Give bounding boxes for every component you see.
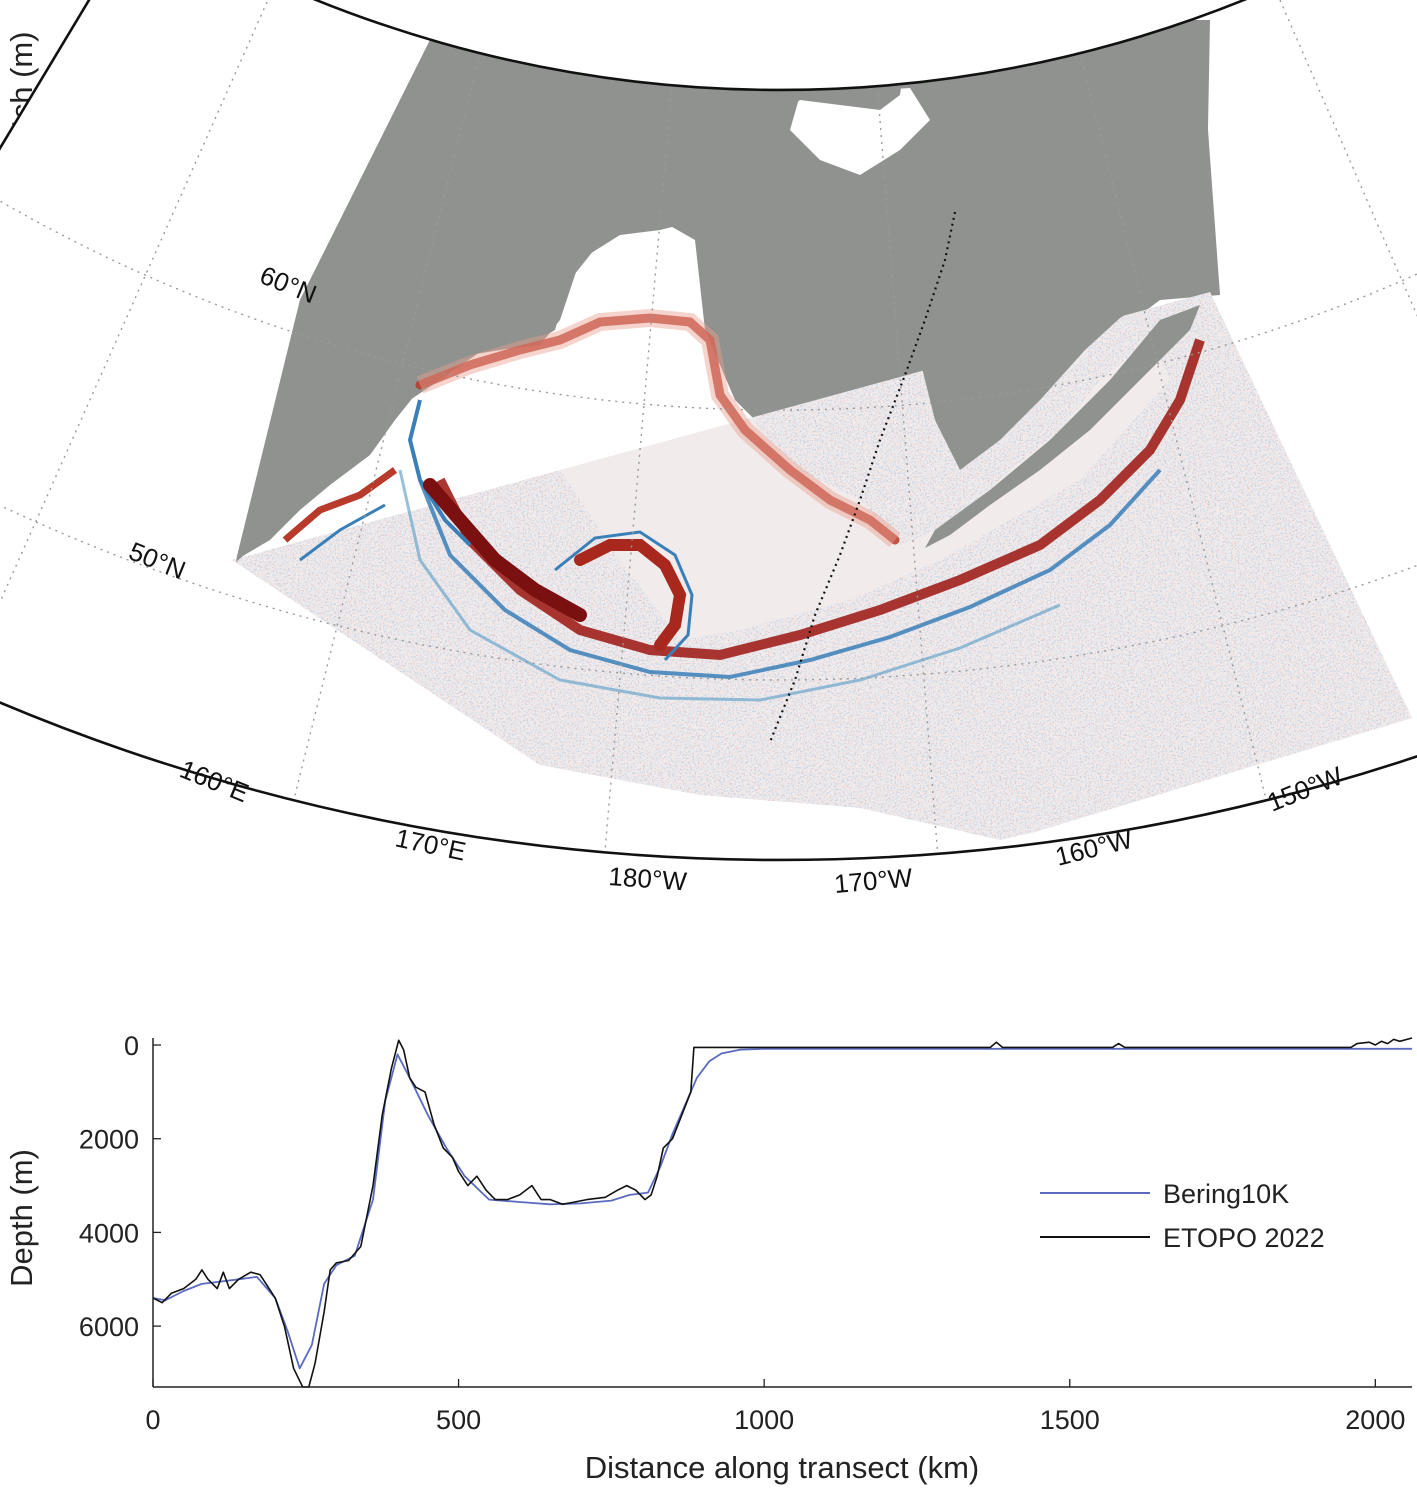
aleutian-arc-blue	[418, 468, 1162, 680]
land-alaska	[870, 20, 1210, 470]
map-frame	[0, 0, 1417, 862]
shirshov-ridge	[407, 399, 472, 547]
strait-water	[790, 88, 930, 175]
legend-label-etopo: ETOPO 2022	[1163, 1223, 1325, 1253]
y-tick-label: 0	[124, 1031, 139, 1061]
meridian-line	[604, 85, 673, 853]
x-tick-label: 2000	[1345, 1405, 1405, 1435]
parallel-line	[0, 200, 1417, 411]
legend: Bering10K ETOPO 2022	[1040, 1179, 1325, 1253]
x-tick-label: 500	[436, 1405, 481, 1435]
y-tick-label: 2000	[79, 1125, 139, 1155]
plot-background	[153, 1038, 1412, 1387]
y-tick-label: 6000	[79, 1312, 139, 1342]
y-axis-ticks: 0 2000 4000 6000	[79, 1031, 161, 1342]
series-line-etopo-2022	[152, 1037, 1413, 1388]
lon-label-170w-a: 170°W	[833, 862, 914, 899]
legend-label-bering10k: Bering10K	[1163, 1179, 1289, 1209]
land-chukotka	[236, 20, 910, 562]
x-axis-ticks: 0 500 1000 1500 2000	[145, 1379, 1405, 1435]
aleutian-arc-red	[435, 338, 1205, 661]
kamchatka-margin	[282, 467, 398, 543]
y-tick-label: 4000	[79, 1218, 139, 1248]
island	[815, 280, 860, 300]
x-tick-label: 1000	[734, 1405, 794, 1435]
bathymetry-map: 60°N 50°N 160°E 170°E 180°W 170°W 160°W …	[0, 0, 1417, 899]
kamchatka-margin-blue	[299, 503, 386, 562]
x-axis-label: Distance along transect (km)	[585, 1450, 980, 1485]
shelf-break-red	[415, 313, 900, 545]
bowers-ridge-blue	[554, 530, 694, 662]
alaska-peninsula	[925, 305, 1200, 548]
shelf-break-pink	[416, 308, 901, 548]
y-axis-label: Depth (m)	[4, 1149, 39, 1287]
aleutian-arc-blue-2	[398, 469, 1061, 702]
lon-label-180w: 180°W	[608, 861, 689, 896]
x-tick-label: 0	[145, 1405, 160, 1435]
plot-area	[152, 1037, 1413, 1388]
bowers-ridge	[574, 539, 687, 651]
graticule	[0, 0, 1417, 854]
x-tick-label: 1500	[1040, 1405, 1100, 1435]
depth-transect-chart: 0 500 1000 1500 2000 0 2000 4000 6000 Distance …	[4, 1031, 1413, 1485]
shirshov-ridge-red	[423, 478, 587, 622]
